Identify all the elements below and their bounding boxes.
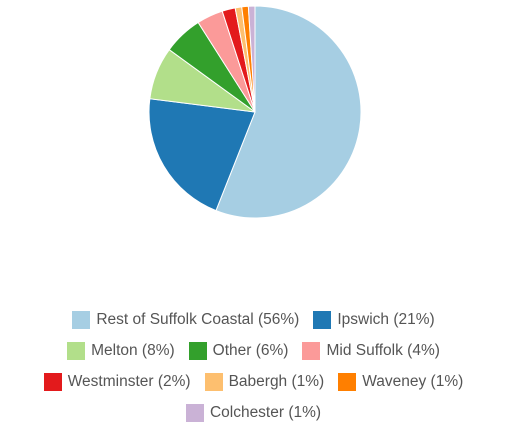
legend-row: Melton (8%) Other (6%) Mid Suffolk (4%) xyxy=(0,335,507,366)
pie-slice xyxy=(247,5,256,113)
legend-item[interactable]: Colchester (1%) xyxy=(185,403,322,422)
legend-label: Babergh (1%) xyxy=(228,372,325,390)
legend-label: Colchester (1%) xyxy=(209,403,322,421)
legend: Rest of Suffolk Coastal (56%) Ipswich (21… xyxy=(0,304,507,428)
legend-label: Other (6%) xyxy=(212,341,289,359)
legend-item[interactable]: Melton (8%) xyxy=(67,341,175,360)
legend-label: Mid Suffolk (4%) xyxy=(326,341,440,359)
legend-label: Ipswich (21%) xyxy=(337,310,435,328)
legend-swatch xyxy=(43,372,62,391)
legend-item[interactable]: Rest of Suffolk Coastal (56%) xyxy=(72,310,300,329)
pie-chart xyxy=(148,5,362,219)
legend-item[interactable]: Waveney (1%) xyxy=(338,372,464,391)
pie-slice xyxy=(215,5,362,219)
legend-swatch xyxy=(188,341,207,360)
legend-swatch xyxy=(302,341,321,360)
legend-swatch xyxy=(313,310,332,329)
legend-row: Colchester (1%) xyxy=(0,397,507,428)
legend-swatch xyxy=(185,403,204,422)
legend-item[interactable]: Babergh (1%) xyxy=(204,372,325,391)
legend-item[interactable]: Mid Suffolk (4%) xyxy=(302,341,440,360)
legend-row: Rest of Suffolk Coastal (56%) Ipswich (21… xyxy=(0,304,507,335)
legend-row: Westminster (2%) Babergh (1%) Waveney (1%) xyxy=(0,366,507,397)
legend-swatch xyxy=(72,310,91,329)
legend-swatch xyxy=(204,372,223,391)
legend-swatch xyxy=(338,372,357,391)
legend-label: Waveney (1%) xyxy=(362,372,464,390)
pie-slice xyxy=(148,98,256,212)
legend-item[interactable]: Other (6%) xyxy=(188,341,289,360)
legend-label: Rest of Suffolk Coastal (56%) xyxy=(96,310,300,328)
legend-item[interactable]: Ipswich (21%) xyxy=(313,310,435,329)
legend-swatch xyxy=(67,341,86,360)
legend-label: Westminster (2%) xyxy=(67,372,191,390)
legend-item[interactable]: Westminster (2%) xyxy=(43,372,191,391)
legend-label: Melton (8%) xyxy=(91,341,175,359)
